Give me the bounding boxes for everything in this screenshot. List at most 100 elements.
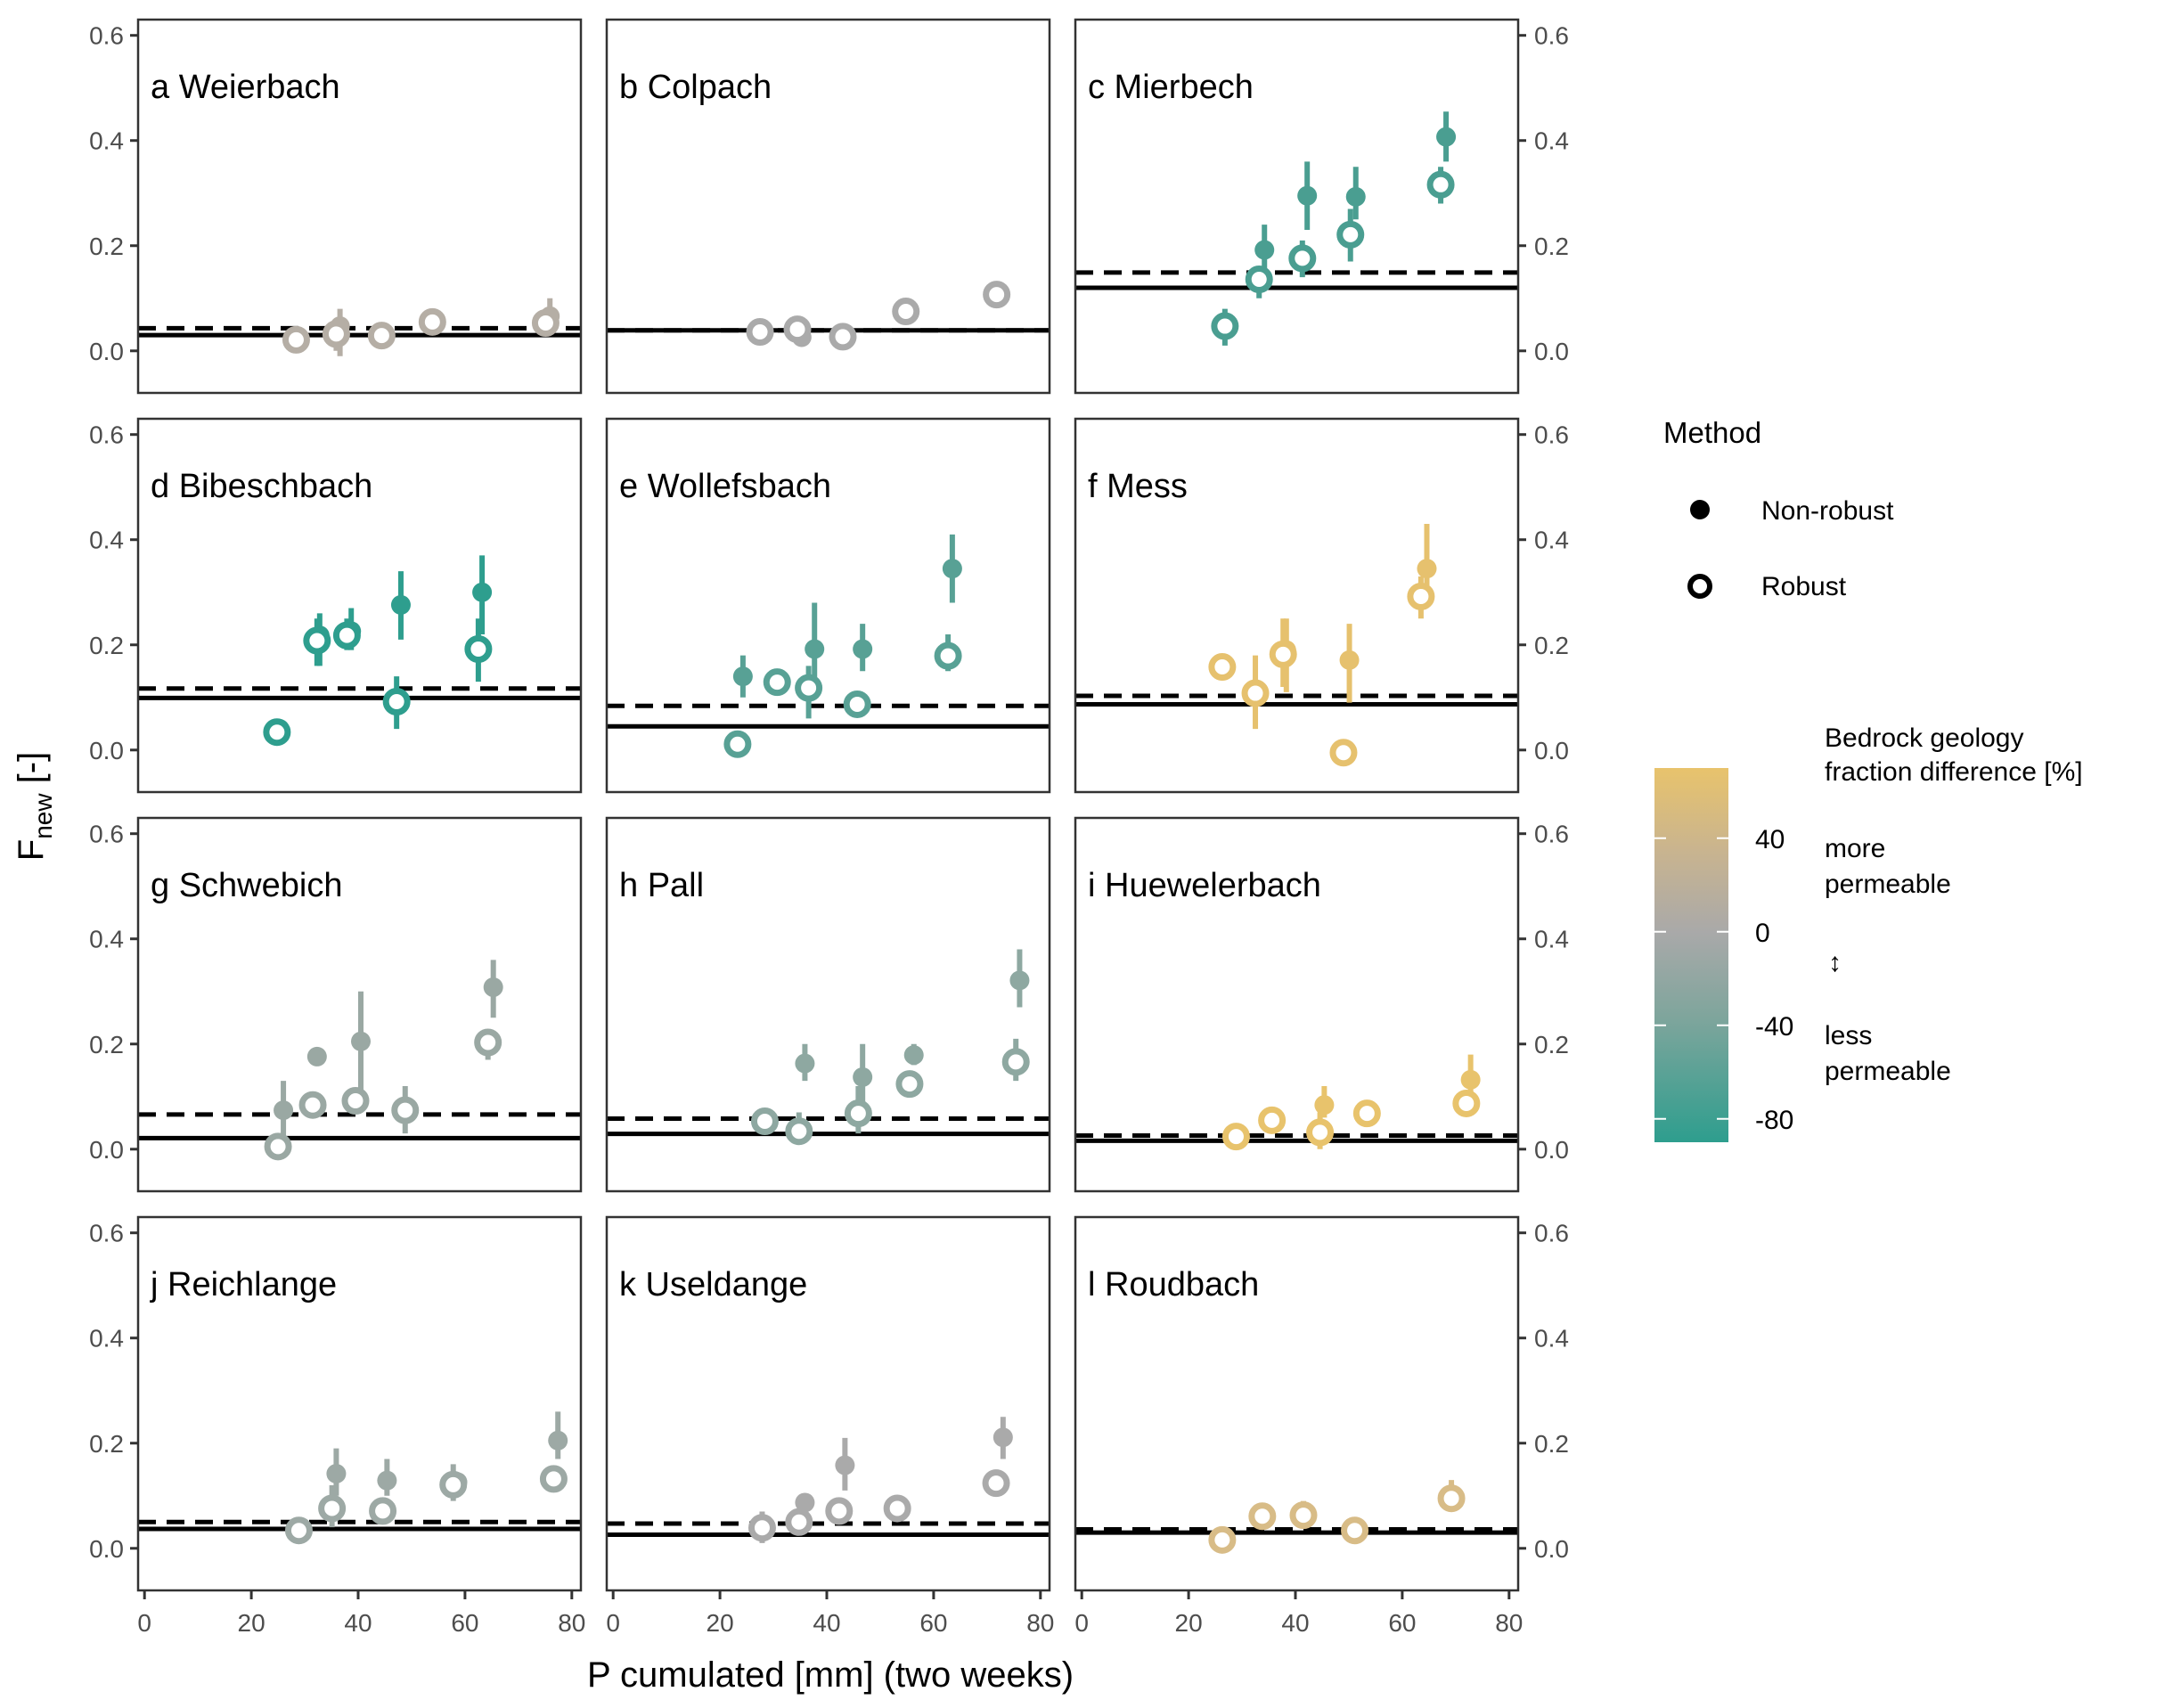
- robust-point: [439, 1470, 468, 1499]
- robust-point: [382, 687, 411, 715]
- panel-border: [136, 816, 583, 1193]
- non-robust-point: [390, 594, 411, 615]
- y-tick-label: 0.6: [1534, 1220, 1569, 1247]
- y-axis-title-subscript: new: [29, 793, 57, 839]
- robust-point: [1001, 1048, 1030, 1076]
- panel-background: [138, 20, 581, 393]
- non-robust-point: [306, 1046, 327, 1066]
- robust-point: [825, 1497, 854, 1525]
- robust-point: [474, 1028, 502, 1057]
- y-tick-label: 0.2: [1534, 233, 1569, 260]
- y-tick-label: 0.4: [89, 527, 124, 554]
- panel-title: l Roudbach: [1088, 1266, 1259, 1303]
- panels: a Weierbach b Colpach c Mierbech d Bibeschb…: [136, 18, 1520, 1592]
- robust-legend-key-icon: [1687, 574, 1712, 599]
- panel-l: l Roudbach: [1074, 1215, 1520, 1592]
- panel-border: [1074, 417, 1520, 794]
- robust-point: [318, 1494, 347, 1523]
- robust-point: [1241, 679, 1270, 707]
- y-tick-label: 0.4: [89, 926, 124, 953]
- y-tick-label: 0.4: [1534, 127, 1569, 155]
- y-tick-label: 0.2: [1534, 1430, 1569, 1458]
- x-tick-label: 40: [344, 1609, 372, 1637]
- colorbar-title-line-2: fraction difference [%]: [1825, 757, 2083, 787]
- robust-point: [464, 634, 493, 663]
- colorbar-ticks: 40 0 -40 -80: [1654, 825, 1793, 1135]
- robust-point: [983, 281, 1011, 309]
- x-tick-label: 80: [558, 1609, 585, 1637]
- x-tick-label: 0: [606, 1609, 620, 1637]
- y-tick-label: 0.6: [89, 1220, 124, 1247]
- robust-point: [531, 309, 560, 338]
- less-permeable-line-2: permeable: [1825, 1057, 1951, 1086]
- y-axis-title-suffix: [-]: [12, 752, 51, 794]
- robust-point: [332, 621, 361, 650]
- y-tick-label: 0.2: [1534, 1031, 1569, 1058]
- y-tick-label: 0.6: [89, 821, 124, 848]
- panel-title: g Schwebich: [151, 867, 342, 904]
- colorbar-legend: Bedrock geology fraction difference [%] …: [1654, 723, 2083, 1142]
- panel-border: [1074, 816, 1520, 1193]
- robust-point: [723, 730, 752, 758]
- y-tick-label: 0.6: [1534, 821, 1569, 848]
- robust-point: [1329, 739, 1358, 767]
- non-robust-point: [1460, 1069, 1481, 1090]
- x-axis-title: P cumulated [mm] (two weeks): [587, 1655, 1074, 1695]
- panel-title: h Pall: [619, 867, 704, 904]
- robust-point: [1437, 1484, 1466, 1513]
- y-axis-title: Fnew [-]: [12, 752, 57, 861]
- colorbar-title-line-1: Bedrock geology: [1825, 723, 2023, 753]
- robust-point: [883, 1494, 911, 1523]
- panel-title: a Weierbach: [151, 69, 340, 106]
- robust-point: [795, 674, 823, 702]
- robust-point: [303, 626, 331, 655]
- non-robust-point: [350, 1031, 371, 1051]
- robust-point: [263, 718, 291, 747]
- panel-title: c Mierbech: [1088, 69, 1254, 106]
- y-tick-label: 0.4: [1534, 926, 1569, 953]
- robust-point: [539, 1465, 568, 1493]
- robust-point: [1288, 244, 1317, 273]
- robust-point: [934, 642, 962, 670]
- robust-point: [892, 298, 920, 326]
- panel-title: i Huewelerbach: [1088, 867, 1321, 904]
- non-robust-point: [853, 1066, 873, 1087]
- x-tick-label: 0: [1074, 1609, 1089, 1637]
- robust-point: [763, 668, 791, 697]
- panel-i: i Huewelerbach: [1074, 816, 1520, 1193]
- colorbar-tick-label: -40: [1755, 1012, 1793, 1042]
- robust-point: [783, 315, 812, 344]
- non-robust-point: [942, 559, 962, 579]
- y-tick-label: 0.0: [89, 1136, 124, 1164]
- panel-b: b Colpach: [605, 18, 1051, 395]
- non-robust-point: [548, 1430, 568, 1451]
- colorbar: [1654, 768, 1728, 1142]
- y-tick-label: 0.4: [89, 1325, 124, 1353]
- robust-point: [1221, 1123, 1250, 1151]
- robust-point: [844, 1099, 872, 1128]
- robust-point: [1407, 582, 1435, 610]
- x-tick-label: 20: [1175, 1609, 1203, 1637]
- panel-title: f Mess: [1088, 468, 1188, 505]
- y-tick-label: 0.0: [89, 737, 124, 764]
- non-robust-point: [1314, 1095, 1335, 1116]
- robust-point: [1248, 1502, 1277, 1531]
- y-tick-label: 0.2: [89, 1031, 124, 1058]
- panel-border: [605, 18, 1051, 395]
- robust-point: [369, 1497, 397, 1525]
- x-tick-label: 80: [1495, 1609, 1523, 1637]
- colorbar-tick-label: 40: [1755, 825, 1785, 854]
- robust-point: [1352, 1099, 1381, 1128]
- panel-h: h Pall: [605, 816, 1051, 1193]
- x-tick-label: 20: [707, 1609, 734, 1637]
- robust-point: [785, 1117, 813, 1146]
- y-tick-label: 0.0: [1534, 338, 1569, 365]
- x-tick-label: 0: [137, 1609, 151, 1637]
- non-robust-point: [1339, 650, 1360, 670]
- y-tick-label: 0.2: [89, 632, 124, 659]
- non-robust-point: [483, 977, 503, 998]
- robust-point: [746, 318, 774, 347]
- panel-title: j Reichlange: [150, 1266, 337, 1303]
- non-robust-point: [274, 1100, 294, 1121]
